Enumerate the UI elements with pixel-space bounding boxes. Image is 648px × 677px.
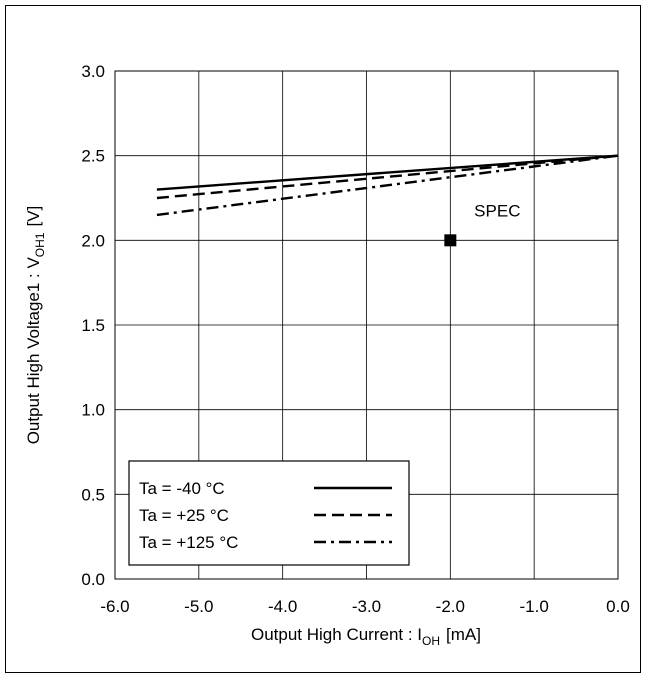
y-tick-label-4: 2.0 [81, 231, 105, 250]
x-tick-label-3: -3.0 [352, 597, 381, 616]
spec-label: SPEC [474, 201, 520, 220]
legend-label-0: Ta = -40 °C [139, 479, 225, 498]
y-tick-label-6: 3.0 [81, 62, 105, 81]
y-tick-label-1: 0.5 [81, 485, 105, 504]
series-line-dashdot [156, 154, 619, 217]
x-tick-label-0: -6.0 [100, 597, 129, 616]
legend: Ta = -40 °C Ta = +25 °C Ta = +125 °C [128, 460, 410, 566]
x-tick-label-1: -5.0 [184, 597, 213, 616]
legend-label-1: Ta = +25 °C [139, 506, 229, 525]
x-tick-label-5: -1.0 [520, 597, 549, 616]
y-tick-label-5: 2.5 [81, 147, 105, 166]
x-tick-labels: -6.0 -5.0 -4.0 -3.0 -2.0 -1.0 0.0 [100, 597, 629, 616]
x-tick-label-6: 0.0 [606, 597, 630, 616]
y-tick-label-2: 1.0 [81, 401, 105, 420]
x-tick-label-4: -2.0 [436, 597, 465, 616]
series-line-solid [156, 154, 619, 191]
legend-box [128, 460, 410, 566]
y-tick-label-3: 1.5 [81, 316, 105, 335]
marker-layer: SPEC [444, 201, 520, 247]
x-tick-label-2: -4.0 [268, 597, 297, 616]
y-tick-labels: 0.0 0.5 1.0 1.5 2.0 2.5 3.0 [81, 62, 105, 589]
legend-label-2: Ta = +125 °C [139, 533, 238, 552]
y-axis-label: Output High Voltage1 : VOH1[V] [24, 206, 47, 445]
x-axis-label: Output High Current : IOH [mA] [251, 625, 481, 648]
plot-area [114, 70, 619, 580]
series-layer [156, 154, 619, 217]
series-line-dashed [156, 154, 619, 200]
y-tick-label-0: 0.0 [81, 570, 105, 589]
spec-marker [444, 234, 457, 247]
